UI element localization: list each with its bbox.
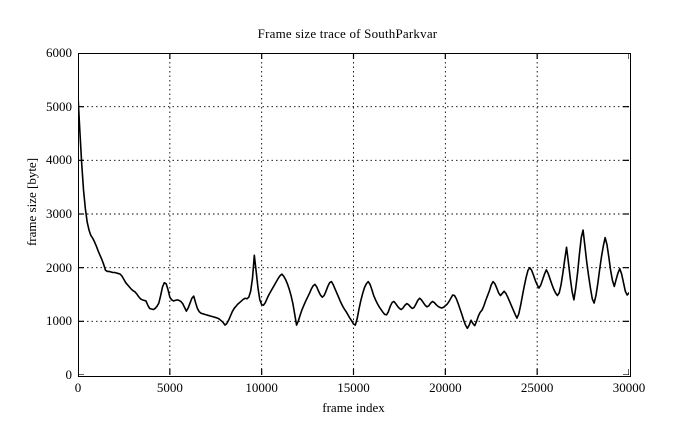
y-tick-label: 5000 (46, 98, 72, 114)
x-tick-label: 15000 (337, 380, 370, 395)
tick-marks (78, 53, 629, 375)
y-tick-label: 0 (65, 367, 73, 382)
chart-title: Frame size trace of SouthParkvar (257, 26, 438, 41)
y-tick-label: 4000 (46, 152, 72, 168)
x-axis-ticks: 0 5000 10000 15000 20000 25000 30000 (75, 380, 646, 400)
y-axis-ticks: 0 1000 2000 3000 4000 5000 6000 (8, 45, 72, 382)
x-tick-label: 20000 (429, 380, 462, 395)
plot-area (78, 53, 629, 375)
y-axis-title: frame size [byte] (24, 157, 39, 247)
x-tick-label: 5000 (156, 380, 183, 395)
x-axis-title: frame index (322, 400, 385, 415)
x-tick-label: 0 (74, 380, 82, 395)
data-series-line (78, 95, 629, 330)
y-tick-label: 2000 (46, 259, 72, 275)
x-tick-label: 10000 (245, 380, 278, 395)
y-tick-label: 6000 (46, 45, 72, 60)
y-tick-label: 3000 (46, 206, 72, 221)
y-tick-label: 1000 (46, 313, 72, 329)
x-tick-label: 25000 (520, 380, 554, 395)
x-tick-label: 30000 (612, 380, 646, 395)
grid-lines (78, 53, 629, 375)
